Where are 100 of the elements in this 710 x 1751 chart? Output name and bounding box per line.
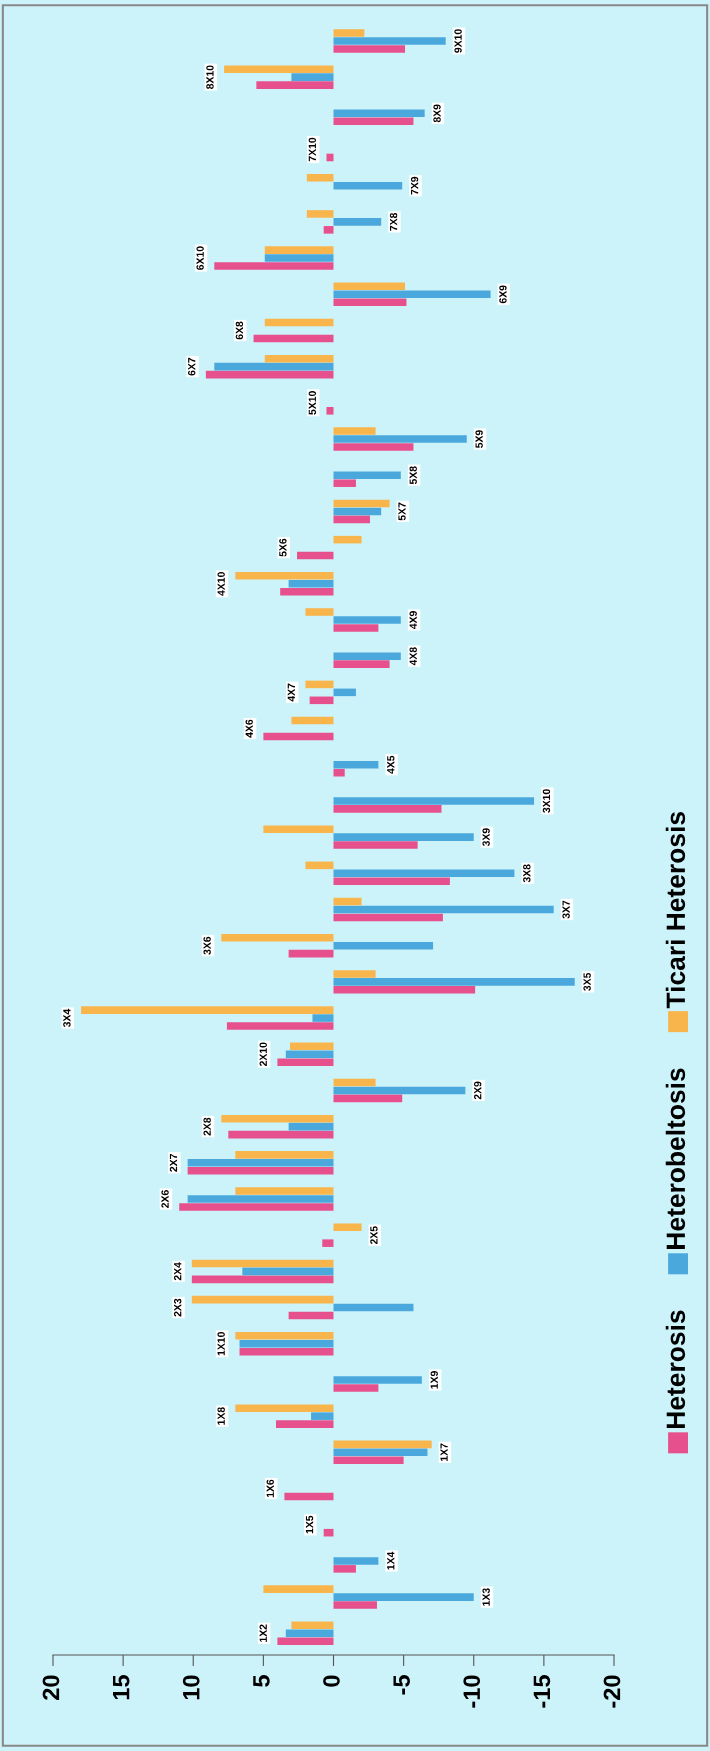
y-tick-label: 4X5	[387, 755, 395, 774]
y-tick-label: 6X8	[235, 321, 244, 340]
y-tick-label: 5X8	[409, 466, 417, 485]
bar	[333, 1384, 379, 1392]
text: Ticari Heterosis	[665, 812, 686, 1009]
y-tick-label: 2X5	[370, 1226, 378, 1245]
x-tick-label: -5	[393, 1675, 410, 1695]
bar	[306, 173, 334, 182]
bar	[333, 905, 554, 914]
bar	[333, 970, 376, 978]
y-tick-label: 1X2	[259, 1624, 267, 1642]
bar	[333, 797, 535, 805]
bar	[311, 1412, 334, 1420]
bar	[226, 1022, 334, 1030]
bar	[290, 1042, 334, 1051]
bar	[333, 499, 390, 508]
bar	[333, 218, 382, 226]
y-tick-label: 1X7	[440, 1443, 448, 1461]
bar	[288, 949, 334, 958]
text: Heterosis	[665, 1310, 686, 1428]
y-tick-label: 2X8	[203, 1117, 211, 1136]
bar	[305, 608, 334, 616]
y-tick-label: 2X6	[161, 1190, 169, 1208]
bar	[333, 1094, 403, 1103]
bar	[333, 1303, 414, 1312]
y-tick-label: 4X6	[245, 719, 253, 738]
x-tick-label: -15	[533, 1675, 551, 1708]
bar	[288, 1311, 334, 1320]
x-tick-label: 10	[182, 1675, 200, 1700]
bar	[306, 210, 334, 218]
bar	[288, 1122, 334, 1131]
y-tick-label: 4X9	[409, 611, 417, 630]
bar	[191, 1259, 334, 1268]
bar	[333, 841, 418, 849]
x-tick-label: 20	[42, 1675, 60, 1700]
text: Heterobeltosis	[665, 1068, 686, 1249]
bar	[81, 1006, 334, 1014]
bar	[333, 290, 491, 299]
bar	[333, 1565, 356, 1573]
bar	[221, 1114, 334, 1123]
bar	[305, 680, 334, 689]
bar	[333, 897, 362, 906]
y-tick-label: 3X8	[523, 864, 531, 883]
y-tick-label: 5X7	[398, 502, 406, 521]
bar	[284, 1492, 334, 1501]
bar	[312, 1014, 334, 1022]
y-tick-label: 3X9	[482, 828, 490, 847]
bar	[235, 1332, 334, 1340]
bar	[333, 298, 407, 307]
bar	[228, 1130, 334, 1139]
bar	[297, 551, 334, 560]
bar	[333, 760, 379, 769]
y-tick-label: 1X6	[266, 1479, 274, 1498]
y-tick-label: 7X10	[308, 137, 317, 162]
bar	[239, 1339, 334, 1348]
y-tick-label: 5X6	[279, 538, 287, 557]
y-tick-label: 1X5	[305, 1515, 314, 1534]
y-tick-label: 1X3	[482, 1588, 490, 1606]
bar	[333, 507, 382, 516]
y-tick-label: 3X7	[562, 900, 570, 919]
bar	[264, 318, 334, 327]
bar	[288, 580, 334, 588]
bar	[333, 768, 345, 777]
bar	[263, 1585, 334, 1593]
bar	[291, 73, 334, 81]
x-tick-label: 15	[112, 1675, 130, 1700]
bar	[333, 660, 390, 668]
y-tick-label: 3X4	[63, 1008, 71, 1028]
bar	[333, 427, 376, 435]
bar	[276, 1420, 334, 1428]
x-tick-label: 5	[253, 1675, 270, 1687]
bar	[333, 479, 356, 487]
bar	[333, 29, 365, 37]
y-tick-label: 1X4	[387, 1551, 395, 1570]
bar	[333, 443, 414, 451]
bar	[291, 1621, 334, 1630]
bar	[323, 226, 334, 234]
y-tick-label: 5X10	[308, 391, 317, 415]
bar	[333, 913, 443, 922]
bar	[253, 334, 334, 343]
y-tick-label: 1X10	[217, 1332, 225, 1356]
bar	[191, 1295, 334, 1304]
y-tick-label: 4X8	[409, 647, 417, 666]
bar	[214, 262, 334, 270]
y-tick-label: 3X10	[542, 789, 551, 813]
bar	[333, 978, 575, 986]
y-tick-label: 4X7	[287, 683, 295, 702]
bar	[333, 109, 425, 118]
y-tick-label: 8X10	[206, 65, 214, 89]
y-tick-label: 6X9	[499, 285, 507, 304]
y-tick-label: 2X10	[259, 1042, 267, 1067]
y-tick-label: 1X8	[217, 1407, 225, 1425]
y-tick-label: 2X7	[169, 1154, 178, 1172]
bar	[333, 1376, 422, 1384]
bar	[333, 869, 515, 878]
bar	[333, 1448, 428, 1457]
bar	[187, 1159, 334, 1167]
bar	[333, 624, 379, 632]
bar	[333, 1440, 432, 1449]
bar	[291, 716, 334, 725]
